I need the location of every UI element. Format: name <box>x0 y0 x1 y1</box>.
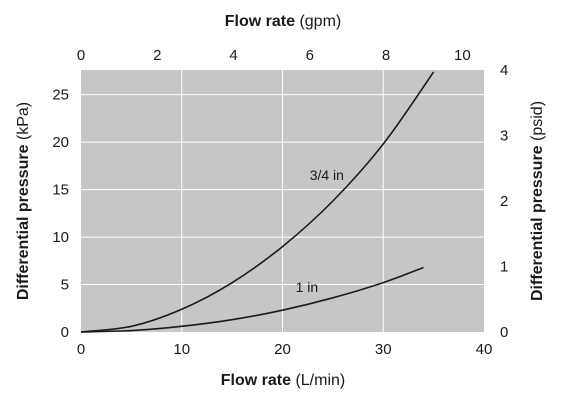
y-left-axis-title-main: Differential pressure <box>15 144 32 300</box>
x-bottom-tick-label: 0 <box>77 341 85 358</box>
y-right-tick-label: 1 <box>500 259 508 276</box>
y-right-tick-label: 2 <box>500 193 508 210</box>
y-left-axis-title: Differential pressure (kPa) <box>15 102 32 300</box>
grid-lines <box>81 70 484 332</box>
x-bottom-axis-title: Flow rate (L/min) <box>221 372 345 389</box>
y-left-tick-labels: 0 5 10 15 20 25 <box>52 87 69 341</box>
x-bottom-tick-label: 20 <box>274 341 291 358</box>
y-left-tick-label: 20 <box>52 134 69 151</box>
y-left-axis-title-unit: (kPa) <box>15 102 32 140</box>
curves <box>80 71 435 333</box>
x-bottom-axis-title-unit: (L/min) <box>295 372 345 389</box>
x-bottom-tick-labels: 0 10 20 30 40 <box>77 341 493 358</box>
y-right-tick-label: 0 <box>500 324 508 341</box>
curve-one-inch <box>80 266 424 333</box>
x-top-axis-title-unit: (gpm) <box>299 13 341 30</box>
x-bottom-tick-label: 10 <box>173 341 190 358</box>
y-right-axis-title-unit: (psid) <box>529 101 546 141</box>
x-bottom-axis-title-main: Flow rate <box>221 372 291 389</box>
x-top-axis-title: Flow rate (gpm) <box>225 13 341 30</box>
y-right-tick-label: 4 <box>500 62 508 79</box>
y-left-tick-label: 5 <box>61 277 69 294</box>
y-right-tick-label: 3 <box>500 128 508 145</box>
curve-labels: 3/4 in 1 in <box>296 167 344 295</box>
x-top-tick-label: 2 <box>153 47 161 64</box>
curve-label-one-inch: 1 in <box>296 279 319 295</box>
x-bottom-tick-label: 30 <box>375 341 392 358</box>
y-right-tick-labels: 0 1 2 3 4 <box>500 62 508 341</box>
y-left-tick-label: 0 <box>61 324 69 341</box>
curve-three-quarter-inch <box>80 71 435 333</box>
x-top-tick-label: 6 <box>306 47 314 64</box>
curve-label-three-quarter-inch: 3/4 in <box>310 167 344 183</box>
x-top-tick-label: 10 <box>454 47 471 64</box>
x-top-tick-label: 4 <box>229 47 237 64</box>
y-left-tick-label: 10 <box>52 229 69 246</box>
y-left-tick-label: 15 <box>52 182 69 199</box>
y-right-axis-title-main: Differential pressure <box>529 145 546 301</box>
y-left-tick-label: 25 <box>52 87 69 104</box>
y-right-axis-title: Differential pressure (psid) <box>529 101 546 301</box>
x-top-tick-labels: 0 2 4 6 8 10 <box>77 47 471 64</box>
x-bottom-tick-label: 40 <box>476 341 493 358</box>
x-top-axis-title-main: Flow rate <box>225 13 295 30</box>
x-top-tick-label: 8 <box>382 47 390 64</box>
x-top-tick-label: 0 <box>77 47 85 64</box>
